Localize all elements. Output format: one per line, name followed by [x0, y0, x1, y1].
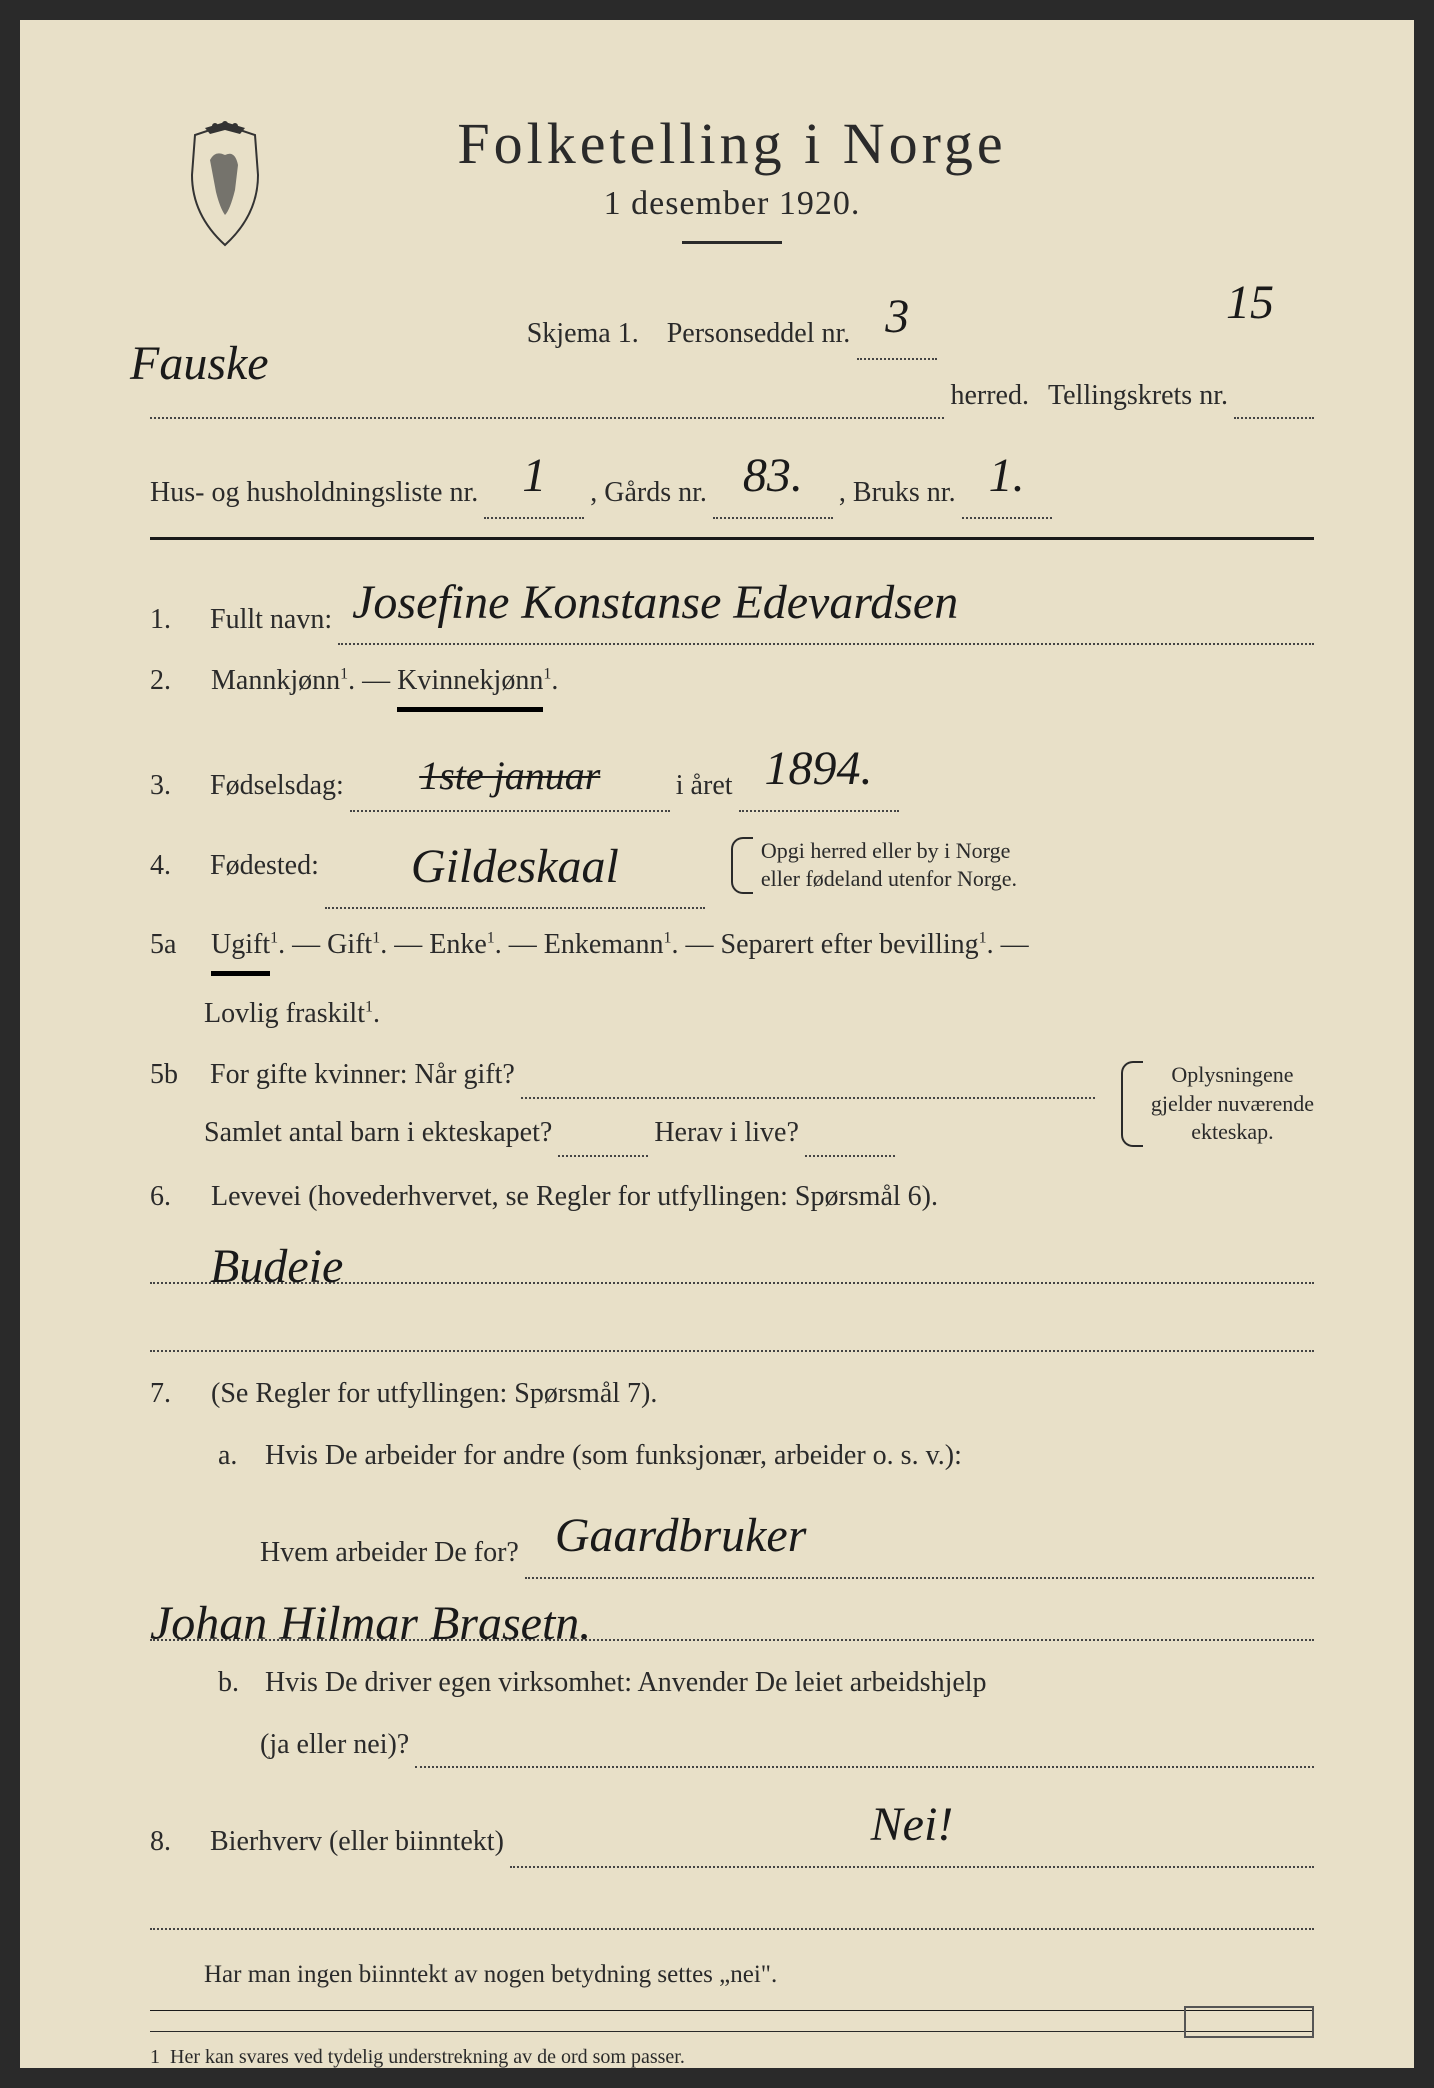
tellingskrets-label: Tellingskrets nr. [1048, 372, 1228, 420]
question-7: 7. (Se Regler for utfyllingen: Spørsmål … [150, 1370, 1314, 1418]
q5a-num: 5a [150, 921, 204, 969]
husliste-nr: 1 [484, 435, 584, 519]
q5b-barn-live [805, 1155, 895, 1157]
q5a-ugift: Ugift [211, 921, 270, 976]
q1-label: Fullt navn: [210, 596, 332, 644]
question-5a-cont: Lovlig fraskilt1. [150, 990, 1314, 1038]
q7a-l1: Hvis De arbeider for andre (som funksjon… [265, 1440, 962, 1471]
question-4: 4. Fødested: Gildeskaal Opgi herred elle… [150, 824, 1314, 908]
q5b-label2: Samlet antal barn i ekteskapet? [204, 1109, 552, 1157]
q5b-label1: For gifte kvinner: Når gift? [210, 1051, 515, 1099]
q1-num: 1. [150, 596, 204, 644]
question-7b-line2: (ja eller nei)? [150, 1721, 1314, 1769]
title-underline [682, 241, 782, 244]
gards-label: , Gårds nr. [590, 469, 707, 517]
q3-year: 1894. [739, 728, 899, 812]
q4-num: 4. [150, 842, 204, 890]
tellingskrets-nr: 15 [1226, 262, 1274, 344]
form-date: 1 desember 1920. [150, 185, 1314, 223]
meta-line-3: Hus- og husholdningsliste nr. 1 , Gårds … [150, 433, 1314, 517]
footnote-num: 1 [150, 2046, 160, 2068]
herred-label: herred. [950, 372, 1029, 420]
census-form-page: Folketelling i Norge 1 desember 1920. Sk… [20, 20, 1414, 2068]
q7a-val1: Gaardbruker [525, 1495, 1314, 1579]
q5b-gift-year [521, 1097, 1095, 1099]
q5b-barn-total [558, 1155, 648, 1157]
q7a-num: a. [204, 1432, 258, 1480]
q5a-separert: Separert efter bevilling [721, 929, 979, 960]
q5a-enkemann: Enkemann [544, 929, 664, 960]
question-2: 2. Mannkjønn1. — Kvinnekjønn1. [150, 657, 1314, 712]
q7-label: (Se Regler for utfyllingen: Spørsmål 7). [211, 1378, 657, 1409]
divider-2 [150, 2010, 1314, 2011]
q5a-fraskilt: Lovlig fraskilt [204, 998, 365, 1029]
q8-label: Bierhverv (eller biinntekt) [210, 1818, 504, 1866]
q6-label: Levevei (hovederhvervet, se Regler for u… [211, 1181, 938, 1212]
bruks-label: , Bruks nr. [839, 469, 956, 517]
question-3: 3. Fødselsdag: 1ste januar i året 1894. [150, 726, 1314, 810]
q4-label: Fødested: [210, 842, 319, 890]
q2-num: 2. [150, 657, 204, 705]
q5b-num: 5b [150, 1051, 204, 1099]
skjema-label: Skjema 1. [527, 318, 639, 349]
q7b-num: b. [204, 1659, 258, 1707]
q5a-gift: Gift [327, 929, 372, 960]
q5a-enke: Enke [429, 929, 487, 960]
personseddel-label: Personseddel nr. [667, 318, 851, 349]
question-8: 8. Bierhverv (eller biinntekt) Nei! [150, 1782, 1314, 1866]
q2-opt-male: Mannkjønn [211, 665, 340, 696]
q3-num: 3. [150, 762, 204, 810]
husliste-label: Hus- og husholdningsliste nr. [150, 469, 478, 517]
q8-num: 8. [150, 1818, 204, 1866]
form-title: Folketelling i Norge [150, 110, 1314, 177]
form-header: Folketelling i Norge 1 desember 1920. [150, 110, 1314, 244]
q6-blank-line [150, 1302, 1314, 1352]
meta-line-2: Fauske herred. Tellingskrets nr. [150, 372, 1314, 420]
q2-opt-female: Kvinnekjønn [397, 657, 543, 712]
footer-note: Har man ingen biinntekt av nogen betydni… [150, 1954, 1314, 1997]
q6-answer-line: Budeie [150, 1234, 1314, 1284]
q6-num: 6. [150, 1173, 204, 1221]
q1-value: Josefine Konstanse Edevardsen [338, 562, 1314, 646]
question-7a: a. Hvis De arbeider for andre (som funks… [150, 1432, 1314, 1480]
q7-num: 7. [150, 1370, 204, 1418]
personseddel-nr: 3 [857, 276, 937, 360]
q7a-l2: Hvem arbeider De for? [260, 1529, 519, 1577]
q7b-l2: (ja eller nei)? [260, 1721, 409, 1769]
norwegian-coat-of-arms-icon [180, 120, 270, 250]
question-6: 6. Levevei (hovederhvervet, se Regler fo… [150, 1173, 1314, 1221]
herred-name: Fauske [130, 323, 269, 405]
question-7a-line2: Hvem arbeider De for? Gaardbruker [150, 1493, 1314, 1577]
bruks-nr: 1. [962, 435, 1052, 519]
footnote: 1 Her kan svares ved tydelig understrekn… [150, 2031, 1314, 2074]
question-5a: 5a Ugift1. — Gift1. — Enke1. — Enkemann1… [150, 921, 1314, 976]
q8-value: Nei! [510, 1784, 1314, 1868]
printer-stamp [1184, 2006, 1314, 2038]
q7a-val2-line: Johan Hilmar Brasetn. [150, 1591, 1314, 1641]
q4-value: Gildeskaal [325, 826, 705, 910]
q3-label: Fødselsdag: [210, 762, 344, 810]
q7a-val2: Johan Hilmar Brasetn. [150, 1583, 591, 1665]
divider-1 [150, 537, 1314, 540]
q6-value: Budeie [210, 1226, 343, 1308]
footnote-text: Her kan svares ved tydelig understreknin… [170, 2046, 685, 2068]
question-5b: 5b For gifte kvinner: Når gift? Samlet a… [150, 1051, 1314, 1156]
q5b-note: Oplysningene gjelder nuværende ekteskap. [1121, 1061, 1314, 1147]
q8-blank-line [150, 1880, 1314, 1930]
q4-note: Opgi herred eller by i Norge eller fødel… [731, 837, 1017, 894]
q3-mid: i året [676, 762, 733, 810]
form-body: Skjema 1. Personseddel nr. 3 15 Fauske h… [150, 274, 1314, 2074]
q3-day: 1ste januar [350, 742, 670, 812]
q5b-label3: Herav i live? [654, 1109, 799, 1157]
q7b-answer [415, 1766, 1314, 1768]
q7b-l1: Hvis De driver egen virksomhet: Anvender… [265, 1667, 987, 1698]
tellingskrets-slot [1234, 417, 1314, 419]
meta-line-1: Skjema 1. Personseddel nr. 3 15 [150, 274, 1314, 358]
gards-nr: 83. [713, 435, 833, 519]
question-1: 1. Fullt navn: Josefine Konstanse Edevar… [150, 560, 1314, 644]
question-7b: b. Hvis De driver egen virksomhet: Anven… [150, 1659, 1314, 1707]
